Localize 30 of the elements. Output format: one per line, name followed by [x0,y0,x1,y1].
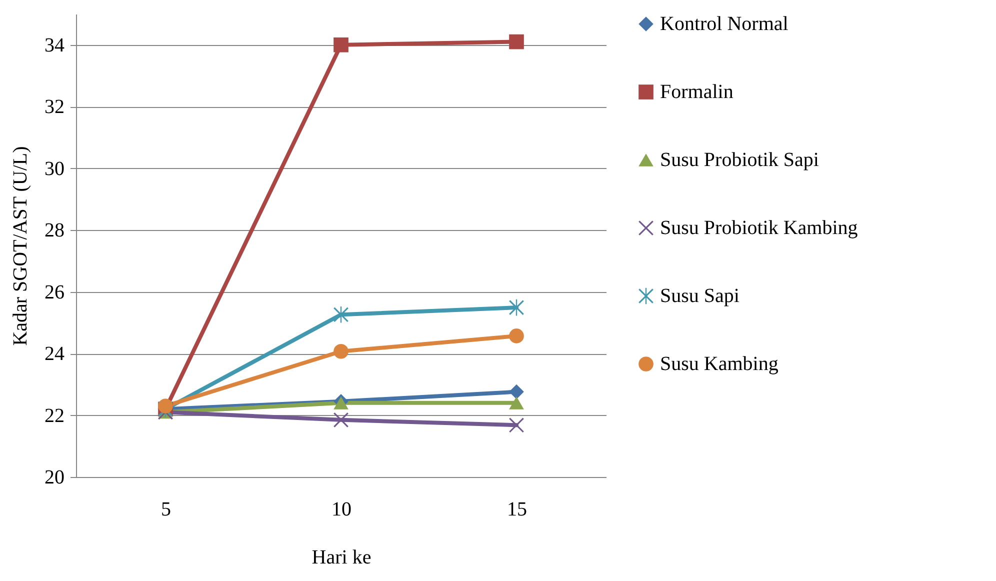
point [509,418,524,433]
point [509,328,524,344]
legend-label: Susu Probiotik Kambing [660,217,858,239]
y-axis-title: Kadar SGOT/AST (U/L) [10,146,32,346]
legend-label: Susu Probiotik Sapi [660,149,820,171]
y-tick-label: 30 [44,158,64,180]
legend-label: Susu Kambing [660,353,778,375]
y-tick-label: 24 [44,343,64,366]
legend-label: Formalin [660,81,734,103]
y-tick-label: 32 [44,96,64,118]
y-tick-label: 28 [44,220,64,242]
x-tick-label: 10 [332,498,352,520]
point [158,398,173,414]
point [509,299,524,316]
point [509,396,524,410]
y-tick-label: 26 [44,281,64,304]
x-tick-label: 15 [506,498,527,520]
point [509,34,524,50]
point [334,412,348,428]
x-tick-label: 5 [161,498,172,520]
y-tick-label: 34 [44,34,64,56]
y-tick-label: 20 [44,466,64,488]
x-axis-title: Hari ke [312,546,372,568]
y-tick-label: 22 [44,404,64,427]
point [509,384,524,400]
point [334,306,348,323]
point [334,344,348,359]
legend-label: Susu Sapi [660,285,740,307]
point [334,37,348,52]
legend-label: Kontrol Normal [660,13,789,35]
